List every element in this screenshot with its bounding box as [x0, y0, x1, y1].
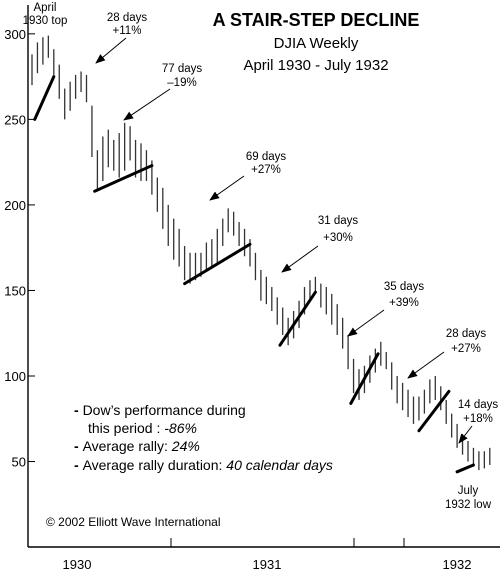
annotation-rally-4: 35 days +39% — [384, 281, 425, 309]
rally-trend-lines — [33, 75, 475, 474]
summary-line-4: - Average rally duration: 40 calendar da… — [74, 457, 333, 473]
rally-trend-line — [278, 290, 317, 347]
summary-line-2: this period : -86% — [88, 420, 197, 436]
chart-subtitle: DJIA Weekly — [274, 35, 359, 52]
arrow-rally-4 — [347, 309, 385, 337]
annotation-april-1930-top: April 1930 top — [23, 2, 68, 27]
arrow-rally-1 — [95, 37, 127, 64]
annotation-rally-1: 28 days +11% — [107, 12, 148, 37]
y-tick-label: 300 — [4, 27, 26, 42]
annotation-rally-2: 69 days +27% — [246, 151, 287, 176]
arrow-rally-6 — [458, 425, 473, 444]
copyright: © 2002 Elliott Wave International — [46, 515, 221, 529]
x-tick-label: 1930 — [63, 557, 92, 572]
x-axis-ticks: 1930 1931 1932 — [27, 538, 472, 572]
y-tick-label: 50 — [12, 455, 26, 470]
arrow-decline-1 — [123, 88, 171, 121]
arrow-rally-3 — [281, 245, 319, 273]
rally-trend-line — [417, 389, 451, 433]
y-tick-label: 250 — [4, 112, 26, 127]
rally-trend-line — [93, 164, 154, 193]
summary-line-1: - Dow’s performance during — [74, 402, 246, 418]
axes — [27, 5, 500, 548]
annotation-rally-6: 14 days +18% — [458, 399, 499, 425]
annotation-rally-3: 31 days +30% — [318, 215, 359, 244]
rally-trend-line — [183, 242, 252, 286]
y-tick-label: 100 — [4, 369, 26, 384]
annotation-july-1932-low: July 1932 low — [445, 485, 492, 511]
chart-title: A STAIR-STEP DECLINE — [213, 10, 420, 30]
rally-trend-line — [455, 463, 475, 474]
rally-trend-line — [349, 352, 380, 405]
arrow-rally-2 — [209, 175, 245, 201]
annotation-rally-5: 28 days +27% — [446, 328, 487, 355]
y-tick-label: 150 — [4, 283, 26, 298]
y-tick-label: 200 — [4, 198, 26, 213]
summary-line-3: - Average rally: 24% — [74, 438, 200, 454]
rally-trend-line — [33, 75, 56, 121]
y-axis-ticks: 300 250 200 150 100 50 — [4, 27, 35, 470]
arrow-rally-5 — [407, 351, 445, 379]
x-tick-label: 1931 — [253, 557, 282, 572]
summary-notes: - Dow’s performance during this period :… — [74, 402, 333, 473]
chart-period: April 1930 - July 1932 — [243, 57, 388, 74]
annotation-decline-1: 77 days –19% — [162, 63, 203, 89]
annotations: April 1930 top 28 days +11% 77 days –19% 69… — [23, 2, 499, 511]
x-tick-label: 1932 — [443, 557, 472, 572]
